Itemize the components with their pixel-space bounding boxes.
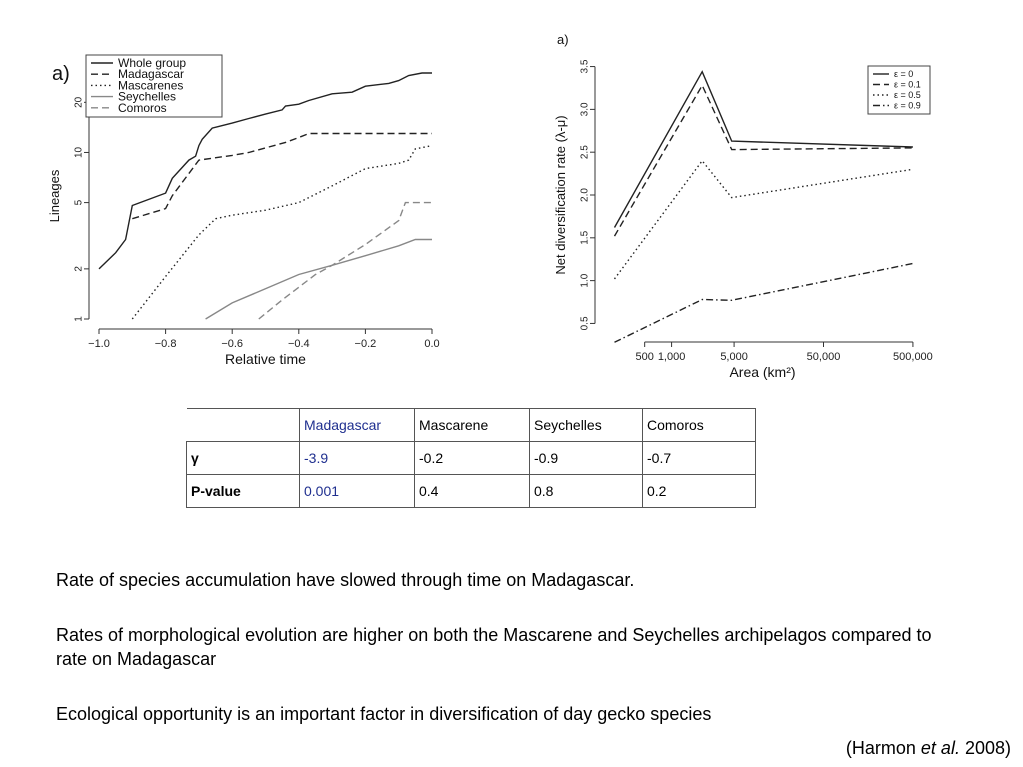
- series-line-2: [131, 144, 433, 320]
- table-cell: 0.8: [529, 474, 643, 508]
- y-tick-label: 2.5: [580, 145, 591, 159]
- y-tick-label: 20: [74, 96, 85, 108]
- note-species-accumulation: Rate of species accumulation have slowed…: [56, 570, 635, 590]
- y-tick-label: 3.5: [580, 59, 591, 73]
- y-tick-label: 2: [74, 266, 85, 272]
- legend-label-3: ε = 0.9: [894, 101, 921, 111]
- table-cell: 0.001: [299, 474, 415, 508]
- x-tick-label: −0.4: [288, 338, 310, 350]
- x-tick-label: 500,000: [893, 351, 933, 363]
- x-tick-label: −1.0: [88, 338, 110, 350]
- citation: (Harmon et al. 2008): [846, 738, 1011, 759]
- table-header-blank: [186, 408, 300, 442]
- table-header-seychelles: Seychelles: [529, 408, 643, 442]
- table-cell: 0.2: [642, 474, 756, 508]
- note-morphological-evolution: Rates of morphological evolution are hig…: [56, 625, 932, 669]
- x-tick-label: −0.6: [221, 338, 243, 350]
- series-line-1: [613, 83, 913, 237]
- citation-emphasis: et al.: [920, 738, 960, 758]
- citation-prefix: (Harmon: [845, 738, 921, 758]
- legend-label-2: Mascarenes: [118, 78, 183, 92]
- legend-label-4: Comoros: [118, 101, 167, 115]
- series-line-0: [98, 72, 432, 270]
- legend-label-0: Whole group: [118, 56, 186, 70]
- series-line-3: [205, 238, 432, 320]
- x-tick-label: 1,000: [658, 351, 686, 363]
- legend-label-3: Seychelles: [118, 90, 176, 104]
- citation-suffix: 2008): [959, 738, 1011, 758]
- panel-label: a): [557, 32, 569, 47]
- x-tick-label: −0.2: [355, 338, 377, 350]
- table-header-row: Madagascar Mascarene Seychelles Comoros: [186, 408, 756, 442]
- table-row: P-value 0.001 0.4 0.8 0.2: [186, 474, 756, 508]
- table-header-madagascar: Madagascar: [299, 408, 415, 442]
- x-axis-label: Relative time: [225, 351, 306, 367]
- table-cell: -0.7: [642, 441, 756, 475]
- x-tick-label: 0.0: [424, 338, 439, 350]
- table-cell: 0.4: [414, 474, 530, 508]
- y-tick-label: 1: [74, 316, 85, 322]
- legend-box: [85, 54, 223, 118]
- x-tick-label: −0.8: [155, 338, 177, 350]
- y-tick-label: 0.5: [580, 316, 591, 330]
- series-line-0: [613, 70, 913, 228]
- y-tick-label: 2.0: [580, 188, 591, 202]
- series-line-3: [614, 262, 914, 343]
- x-tick-label: 5,000: [720, 351, 748, 363]
- y-tick-label: 10: [74, 146, 85, 158]
- series-line-1: [132, 132, 432, 220]
- table-header-mascarene: Mascarene: [414, 408, 530, 442]
- x-axis-label: Area (km²): [729, 364, 795, 380]
- table-cell: -0.9: [529, 441, 643, 475]
- x-tick-label: 50,000: [807, 351, 841, 363]
- legend-label-1: ε = 0.1: [894, 80, 921, 90]
- legend-label-2: ε = 0.5: [894, 90, 921, 100]
- y-tick-label: 1.0: [580, 273, 591, 287]
- table-row: γ -3.9 -0.2 -0.9 -0.7: [186, 441, 756, 475]
- table-row-label: P-value: [186, 474, 300, 508]
- y-tick-label: 3.0: [580, 102, 591, 116]
- note-ecological-opportunity: Ecological opportunity is an important f…: [56, 704, 712, 724]
- x-tick-label: 500: [635, 351, 653, 363]
- panel-label: a): [52, 63, 70, 85]
- table-cell: -3.9: [299, 441, 415, 475]
- y-axis-label: Lineages: [47, 169, 62, 222]
- diversification-rate-chart: 500 1,000 5,000 50,000 500,000 0.5 1.0 1.5 2.0 2.…: [553, 32, 933, 380]
- table-header-comoros: Comoros: [642, 408, 756, 442]
- legend-label-0: ε = 0: [894, 69, 913, 79]
- gamma-statistics-table: Madagascar Mascarene Seychelles Comoros …: [186, 408, 756, 508]
- legend-label-1: Madagascar: [118, 67, 184, 81]
- series-line-4: [258, 201, 432, 320]
- series-line-2: [613, 159, 914, 280]
- table-row-label: γ: [186, 441, 300, 475]
- lineages-through-time-chart: −1.0 −0.8 −0.6 −0.4 −0.2 0.0 1 2 5 10 20 Relative t…: [47, 54, 440, 367]
- y-tick-label: 1.5: [580, 230, 591, 244]
- table-cell: -0.2: [414, 441, 530, 475]
- y-axis-label: Net diversification rate (λ-μ): [553, 115, 568, 274]
- y-tick-label: 5: [74, 199, 85, 205]
